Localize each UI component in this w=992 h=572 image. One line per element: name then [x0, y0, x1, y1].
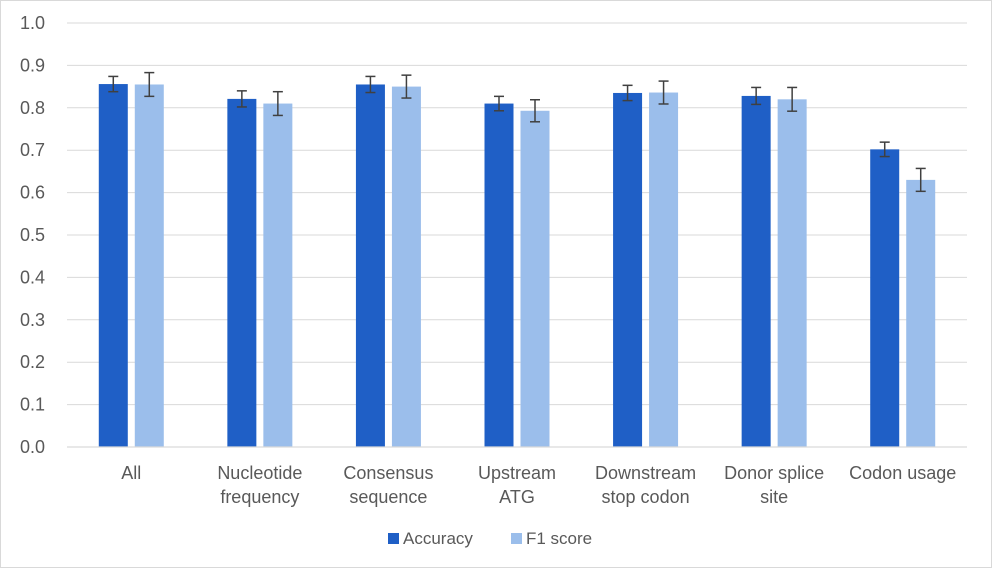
y-tick-label: 0.8: [20, 98, 45, 118]
bars: [98, 84, 936, 448]
f1-score-bar: [649, 92, 679, 447]
x-category-label-line: Downstream: [595, 463, 696, 483]
y-tick-label: 0.2: [20, 352, 45, 372]
accuracy-bar: [484, 103, 514, 447]
y-tick-label: 1.0: [20, 13, 45, 33]
y-tick-label: 0.7: [20, 140, 45, 160]
x-category-label-line: site: [760, 487, 788, 507]
legend-f1-score-swatch: [511, 533, 522, 544]
accuracy-bar: [613, 92, 643, 448]
legend-f1-score-label: F1 score: [526, 529, 592, 548]
x-category-label-line: Codon usage: [849, 463, 956, 483]
x-category-label: All: [121, 463, 141, 483]
legend: Accuracy F1 score: [388, 529, 592, 548]
gridlines: [67, 22, 967, 406]
accuracy-bar: [355, 84, 385, 447]
f1-score-bar: [134, 84, 164, 447]
y-tick-label: 0.9: [20, 55, 45, 75]
x-category-label-line: Upstream: [478, 463, 556, 483]
y-tick-label: 0.1: [20, 395, 45, 415]
x-category-label-line: sequence: [349, 487, 427, 507]
accuracy-bar: [98, 84, 128, 447]
x-category-label: Upstream ATG: [478, 463, 556, 507]
y-tick-label: 0.3: [20, 310, 45, 330]
f1-score-bar: [906, 179, 936, 447]
x-category-label-line: Donor splice: [724, 463, 824, 483]
legend-accuracy-swatch: [388, 533, 399, 544]
x-axis-labels: All Nucleotide frequency Consensus sequence U…: [121, 463, 956, 507]
f1-score-bar: [263, 103, 293, 447]
x-category-label: Consensus sequence: [343, 463, 433, 507]
x-category-label-line: stop codon: [602, 487, 690, 507]
x-category-label: Downstream stop codon: [595, 463, 696, 507]
legend-accuracy-label: Accuracy: [403, 529, 473, 548]
y-tick-label: 0.4: [20, 267, 45, 287]
accuracy-bar: [227, 98, 257, 448]
y-tick-label: 0.0: [20, 437, 45, 457]
accuracy-bar: [870, 149, 900, 448]
y-tick-label: 0.5: [20, 225, 45, 245]
f1-score-bar: [777, 99, 807, 447]
x-category-label: Nucleotide frequency: [217, 463, 302, 507]
x-category-label: Codon usage: [849, 463, 956, 483]
y-axis-ticks: 0.0 0.1 0.2 0.3 0.4 0.5 0.6 0.7 0.8 0.9 1.0: [20, 13, 45, 457]
f1-score-bar: [520, 110, 550, 447]
x-category-label-line: Consensus: [343, 463, 433, 483]
x-category-label: Donor splice site: [724, 463, 824, 507]
x-category-label-line: frequency: [220, 487, 299, 507]
x-category-label-line: Nucleotide: [217, 463, 302, 483]
x-category-label-line: All: [121, 463, 141, 483]
f1-score-bar: [391, 86, 421, 447]
accuracy-bar: [741, 95, 771, 447]
error-bars: [108, 71, 926, 193]
x-category-label-line: ATG: [499, 487, 535, 507]
y-tick-label: 0.6: [20, 183, 45, 203]
